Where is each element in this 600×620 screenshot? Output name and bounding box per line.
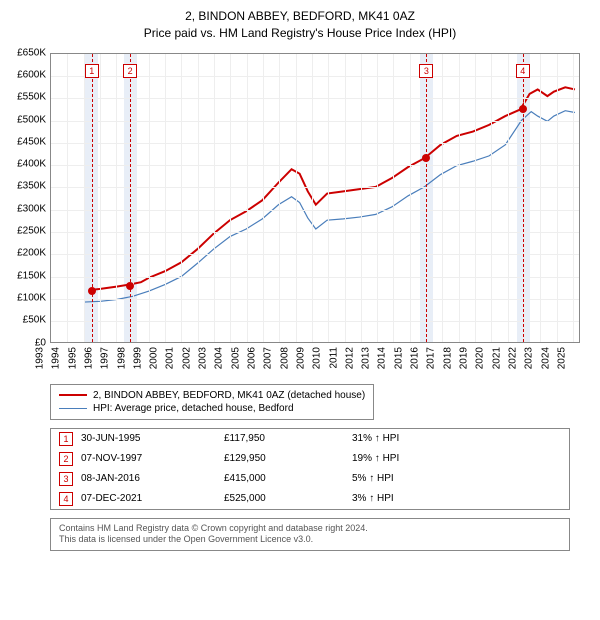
gridline-vertical: [149, 54, 150, 342]
y-tick-label: £650K: [10, 47, 46, 58]
sale-marker-number: 1: [85, 64, 99, 78]
gridline-vertical: [214, 54, 215, 342]
gridline-vertical: [557, 54, 558, 342]
sale-vs-hpi: 31% ↑ HPI: [352, 433, 561, 444]
gridline-vertical: [345, 54, 346, 342]
sales-table: 1 30-JUN-1995 £117,950 31% ↑ HPI 2 07-NOV-199…: [50, 428, 570, 510]
gridline-vertical: [491, 54, 492, 342]
legend-swatch: [59, 394, 87, 396]
y-tick-label: £150K: [10, 270, 46, 281]
gridline-vertical: [230, 54, 231, 342]
sale-marker-line: [523, 54, 524, 342]
y-tick-label: £50K: [10, 315, 46, 326]
y-tick-label: £400K: [10, 159, 46, 170]
sale-marker-line: [426, 54, 427, 342]
y-tick-label: £250K: [10, 226, 46, 237]
arrow-up-icon: ↑: [369, 473, 374, 484]
sale-row-marker: 1: [59, 432, 73, 446]
gridline-vertical: [263, 54, 264, 342]
sale-marker-line: [92, 54, 93, 342]
footer-attribution: Contains HM Land Registry data © Crown c…: [50, 518, 570, 551]
title-block: 2, BINDON ABBEY, BEDFORD, MK41 0AZ Price…: [10, 8, 590, 42]
sale-date: 07-DEC-2021: [81, 493, 216, 504]
y-tick-label: £200K: [10, 248, 46, 259]
sale-price: £415,000: [224, 473, 344, 484]
gridline-vertical: [198, 54, 199, 342]
y-tick-label: £550K: [10, 92, 46, 103]
sale-row: 3 08-JAN-2016 £415,000 5% ↑ HPI: [51, 469, 569, 489]
y-tick-label: £300K: [10, 203, 46, 214]
gridline-vertical: [442, 54, 443, 342]
chart-area: 1234 £0£50K£100K£150K£200K£250K£300K£350…: [10, 48, 590, 378]
sale-row: 4 07-DEC-2021 £525,000 3% ↑ HPI: [51, 489, 569, 509]
gridline-vertical: [361, 54, 362, 342]
sale-row-marker: 4: [59, 492, 73, 506]
sale-row: 2 07-NOV-1997 £129,950 19% ↑ HPI: [51, 449, 569, 469]
gridline-vertical: [393, 54, 394, 342]
footer-line1: Contains HM Land Registry data © Crown c…: [59, 523, 561, 535]
gridline-vertical: [116, 54, 117, 342]
legend: 2, BINDON ABBEY, BEDFORD, MK41 0AZ (deta…: [50, 384, 374, 420]
sale-date: 08-JAN-2016: [81, 473, 216, 484]
legend-label: 2, BINDON ABBEY, BEDFORD, MK41 0AZ (deta…: [93, 390, 365, 401]
sale-row-marker: 3: [59, 472, 73, 486]
gridline-vertical: [328, 54, 329, 342]
title-subtitle: Price paid vs. HM Land Registry's House …: [10, 25, 590, 42]
gridline-vertical: [312, 54, 313, 342]
gridline-vertical: [524, 54, 525, 342]
gridline-vertical: [410, 54, 411, 342]
sale-price: £117,950: [224, 433, 344, 444]
gridline-vertical: [573, 54, 574, 342]
gridline-vertical: [84, 54, 85, 342]
sale-marker-line: [130, 54, 131, 342]
gridline-vertical: [247, 54, 248, 342]
gridline-vertical: [279, 54, 280, 342]
legend-swatch: [59, 408, 87, 409]
sale-vs-hpi: 5% ↑ HPI: [352, 473, 561, 484]
sale-date: 30-JUN-1995: [81, 433, 216, 444]
sale-date: 07-NOV-1997: [81, 453, 216, 464]
sale-marker-number: 4: [516, 64, 530, 78]
legend-label: HPI: Average price, detached house, Bedf…: [93, 403, 294, 414]
y-tick-label: £600K: [10, 69, 46, 80]
y-tick-label: £100K: [10, 292, 46, 303]
legend-item: HPI: Average price, detached house, Bedf…: [59, 402, 365, 415]
plot-area: 1 2 3 4: [50, 53, 580, 343]
sale-marker-number: 3: [419, 64, 433, 78]
gridline-vertical: [133, 54, 134, 342]
arrow-up-icon: ↑: [369, 493, 374, 504]
arrow-up-icon: ↑: [375, 433, 380, 444]
sale-dot: [422, 154, 430, 162]
sale-dot: [88, 287, 96, 295]
legend-item: 2, BINDON ABBEY, BEDFORD, MK41 0AZ (deta…: [59, 389, 365, 402]
gridline-vertical: [459, 54, 460, 342]
sale-dot: [519, 105, 527, 113]
arrow-up-icon: ↑: [375, 453, 380, 464]
gridline-vertical: [296, 54, 297, 342]
chart-container: 2, BINDON ABBEY, BEDFORD, MK41 0AZ Price…: [0, 0, 600, 561]
sale-price: £129,950: [224, 453, 344, 464]
sale-row-marker: 2: [59, 452, 73, 466]
sale-row: 1 30-JUN-1995 £117,950 31% ↑ HPI: [51, 429, 569, 449]
title-address: 2, BINDON ABBEY, BEDFORD, MK41 0AZ: [10, 8, 590, 25]
gridline-vertical: [165, 54, 166, 342]
sale-price: £525,000: [224, 493, 344, 504]
sale-vs-hpi: 3% ↑ HPI: [352, 493, 561, 504]
y-tick-label: £500K: [10, 114, 46, 125]
footer-line2: This data is licensed under the Open Gov…: [59, 534, 561, 546]
gridline-vertical: [181, 54, 182, 342]
sale-dot: [126, 282, 134, 290]
x-tick-label: 2025: [556, 347, 587, 369]
gridline-vertical: [67, 54, 68, 342]
gridline-vertical: [475, 54, 476, 342]
y-tick-label: £450K: [10, 136, 46, 147]
gridline-vertical: [508, 54, 509, 342]
y-tick-label: £350K: [10, 181, 46, 192]
sale-vs-hpi: 19% ↑ HPI: [352, 453, 561, 464]
gridline-vertical: [540, 54, 541, 342]
gridline-vertical: [100, 54, 101, 342]
gridline-vertical: [377, 54, 378, 342]
sale-marker-number: 2: [123, 64, 137, 78]
